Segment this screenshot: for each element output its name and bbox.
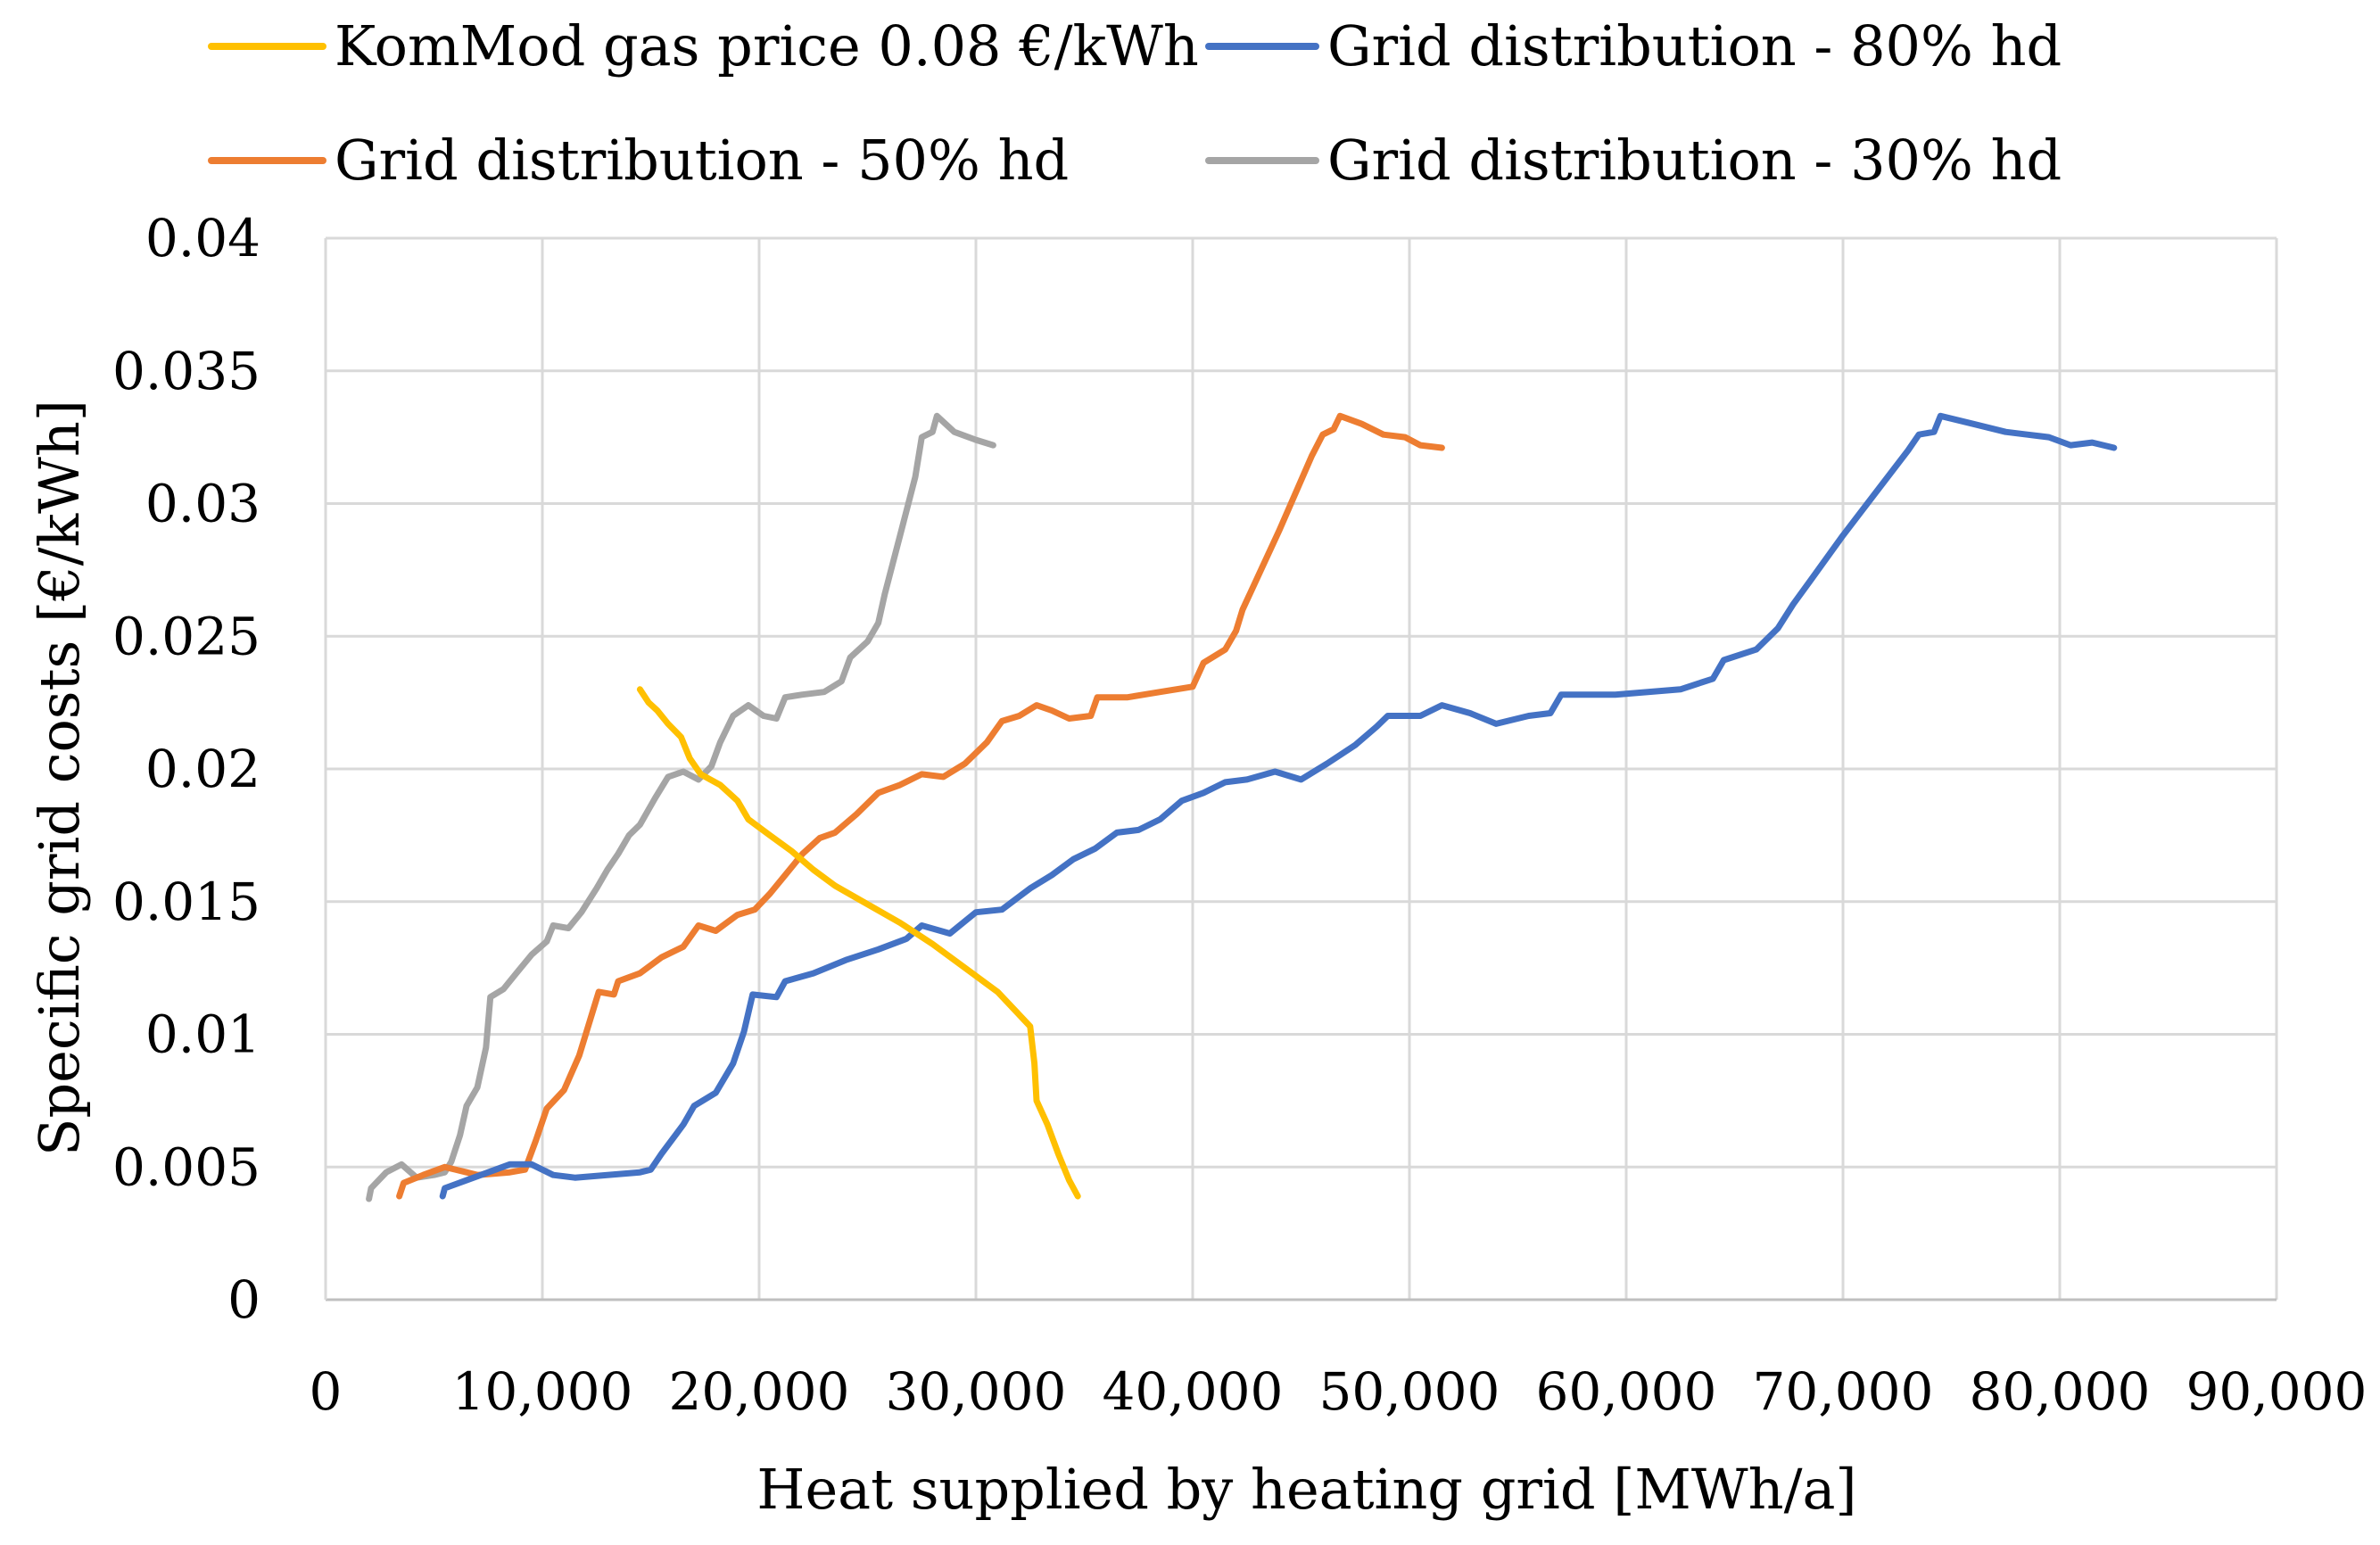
gridlines — [326, 236, 2278, 1300]
legend-entry-30-hd[interactable]: Grid distribution - 30% hd — [1205, 128, 2062, 193]
legend: KomMod gas price 0.08 €/kWh Grid distrib… — [208, 13, 2062, 193]
x-tick-label: 70,000 — [1753, 1361, 1934, 1422]
x-tick-label: 0 — [310, 1361, 343, 1422]
x-tick-label: 10,000 — [452, 1361, 633, 1422]
series-line-grid-distribution-50-hd — [396, 412, 1445, 1200]
x-axis-title: Heat supplied by heating grid [MWh/a] — [756, 1457, 1856, 1522]
legend-entry-kommod[interactable]: KomMod gas price 0.08 €/kWh — [208, 13, 1199, 78]
y-axis-ticks: 0 0.005 0.01 0.015 0.02 0.025 0.03 0.035 0.04 — [112, 208, 260, 1330]
series-lines — [366, 412, 2118, 1202]
legend-entry-80-hd[interactable]: Grid distribution - 80% hd — [1205, 13, 2062, 78]
axes — [324, 238, 2277, 1301]
x-axis-ticks: 0 10,000 20,000 30,000 40,000 50,000 60,000 70,… — [310, 1361, 2368, 1422]
y-tick-label: 0.03 — [145, 474, 260, 534]
x-tick-label: 90,000 — [2186, 1361, 2368, 1422]
x-tick-label: 30,000 — [886, 1361, 1067, 1422]
x-tick-label: 80,000 — [1970, 1361, 2151, 1422]
y-tick-label: 0.035 — [112, 341, 260, 401]
y-tick-label: 0.02 — [145, 739, 260, 799]
legend-entry-50-hd[interactable]: Grid distribution - 50% hd — [208, 128, 1069, 193]
x-tick-label: 60,000 — [1536, 1361, 1717, 1422]
y-tick-label: 0.025 — [112, 606, 260, 666]
x-tick-label: 40,000 — [1103, 1361, 1284, 1422]
y-tick-label: 0.01 — [145, 1004, 260, 1065]
y-axis-title: Specific grid costs [€/kWh] — [27, 400, 92, 1156]
legend-label-80-hd: Grid distribution - 80% hd — [1327, 13, 2062, 78]
series-line-grid-distribution-30-hd — [366, 412, 996, 1202]
y-tick-label: 0.015 — [112, 872, 260, 932]
y-tick-label: 0.04 — [145, 208, 260, 269]
series-line-grid-distribution-80-hd — [439, 412, 2118, 1200]
x-tick-label: 50,000 — [1319, 1361, 1500, 1422]
y-tick-label: 0 — [227, 1269, 260, 1330]
y-tick-label: 0.005 — [112, 1136, 260, 1197]
series-line-kommod-gas-price — [636, 686, 1081, 1200]
legend-label-50-hd: Grid distribution - 50% hd — [335, 128, 1069, 193]
legend-label-kommod: KomMod gas price 0.08 €/kWh — [335, 13, 1199, 78]
legend-label-30-hd: Grid distribution - 30% hd — [1327, 128, 2062, 193]
x-tick-label: 20,000 — [669, 1361, 850, 1422]
